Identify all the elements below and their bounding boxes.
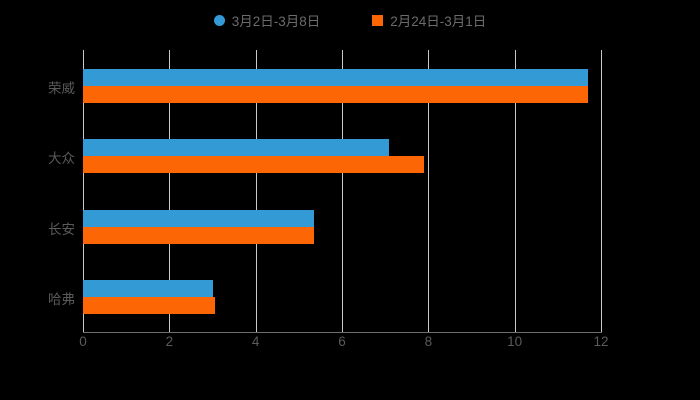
y-axis-category-labels: 荣威 大众 长安 哈弗 [0, 50, 75, 332]
chart-legend: 3月2日-3月8日 2月24日-3月1日 [0, 8, 700, 32]
legend-marker-circle-icon [213, 14, 225, 26]
y-axis-label: 哈弗 [48, 292, 75, 308]
bar[interactable] [83, 156, 425, 174]
bar-group [83, 68, 601, 103]
x-axis-tick-label: 0 [79, 334, 87, 349]
gridline [601, 50, 602, 332]
x-axis-tick-label: 4 [251, 334, 260, 349]
legend-label-series-1: 2月24日-3月1日 [390, 14, 487, 29]
x-axis-tick-labels: 0 2 4 6 8 10 12 [79, 334, 608, 356]
legend-item-series-1[interactable]: 2月24日-3月1日 [372, 10, 486, 30]
bar-group [83, 209, 601, 244]
gridline [514, 50, 516, 332]
x-axis-tick-label: 6 [338, 334, 346, 349]
gridline [342, 50, 343, 332]
legend-marker-square-icon [372, 14, 384, 26]
gridline [169, 50, 171, 332]
y-axis-label: 荣威 [48, 80, 75, 96]
bar[interactable] [83, 68, 589, 86]
gridline [83, 50, 84, 332]
bar[interactable] [83, 280, 213, 298]
x-axis-tick-label: 8 [424, 334, 433, 349]
bar[interactable] [83, 209, 314, 227]
legend-label-series-0: 3月2日-3月8日 [231, 14, 321, 29]
y-axis-label: 长安 [48, 221, 75, 237]
bar[interactable] [83, 85, 589, 103]
legend-item-series-0[interactable]: 3月2日-3月8日 [213, 10, 321, 30]
bar[interactable] [83, 297, 215, 315]
x-axis-tick-label: 12 [593, 334, 609, 349]
bar-group [83, 139, 601, 174]
gridline [428, 50, 430, 332]
x-axis-tick-label: 2 [165, 334, 174, 349]
bar-group [83, 280, 601, 315]
plot-area [83, 50, 602, 332]
x-axis-line [83, 332, 602, 333]
bar[interactable] [83, 139, 390, 157]
x-axis-tick-label: 10 [507, 334, 523, 349]
bar[interactable] [83, 226, 314, 244]
gridline [255, 50, 257, 332]
y-axis-label: 大众 [48, 151, 75, 167]
